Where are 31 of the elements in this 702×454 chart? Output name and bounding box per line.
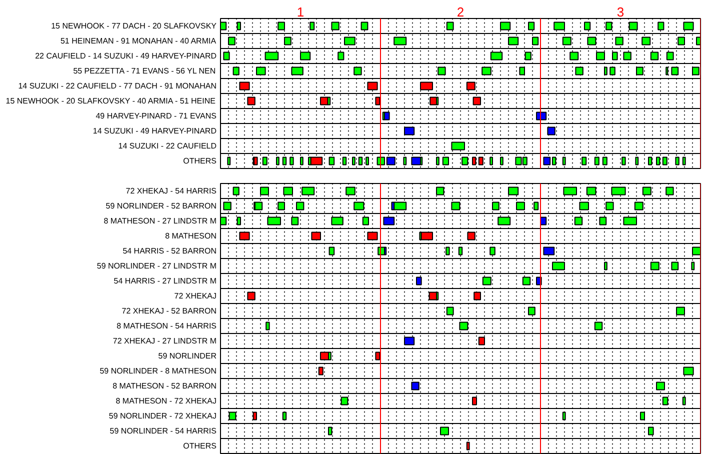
- y-tick-label: 14 SUZUKI - 49 HARVEY-PINARD: [92, 126, 217, 136]
- y-tick-label: 59 NORLINDER - 72 XHEKAJ: [108, 412, 217, 420]
- x-tick-label: 2: [456, 4, 464, 20]
- y-tick-label: 14 SUZUKI - 22 CAUFIELD - 77 DACH - 91 MONAHAN: [18, 82, 217, 90]
- y-tick-label: 14 SUZUKI - 22 CAUFIELD: [118, 142, 217, 150]
- y-tick-label: 72 XHEKAJ: [174, 292, 217, 300]
- y-tick-label: 59 NORLINDER - 8 MATHESON: [100, 366, 217, 376]
- y-tick-label: 15 NEWHOOK - 77 DACH - 20 SLAFKOVSKY: [51, 22, 218, 30]
- y-tick-label: 51 HEINEMAN - 91 MONAHAN - 40 ARMIA: [60, 36, 217, 46]
- x-tick-label: 1: [296, 4, 304, 20]
- y-tick-label: 59 NORLINDER - 27 LINDSTR M: [96, 262, 217, 270]
- y-tick-label: 49 HARVEY-PINARD - 71 EVANS: [96, 112, 217, 120]
- y-tick-label: 59 NORLINDER: [158, 352, 217, 360]
- y-tick-label: 8 MATHESON - 54 HARRIS: [116, 322, 217, 330]
- y-tick-label: 54 HARRIS - 52 BARRON: [122, 246, 217, 256]
- y-tick-label: 59 NORLINDER - 54 HARRIS: [110, 426, 217, 436]
- y-tick-label: 55 PEZZETTA - 71 EVANS - 56 YL NEN: [73, 66, 216, 76]
- y-tick-label: 22 CAUFIELD - 14 SUZUKI - 49 HARVEY-PINARD: [35, 52, 217, 60]
- y-tick-label: 72 XHEKAJ - 52 BARRON: [122, 306, 217, 316]
- y-tick-label: 54 HARRIS - 27 LINDSTR M: [114, 276, 217, 286]
- y-tick-label: 15 NEWHOOK - 20 SLAFKOVSKY - 40 ARMIA - 51 HEINE: [6, 96, 216, 106]
- y-tick-label: 72 XHEKAJ - 54 HARRIS: [126, 186, 217, 196]
- y-tick-label: 8 MATHESON - 27 LINDSTR M: [104, 216, 217, 226]
- y-tick-label: 8 MATHESON: [165, 232, 217, 240]
- y-tick-label: 59 NORLINDER - 52 BARRON: [106, 202, 217, 210]
- y-tick-label: OTHERS: [183, 442, 217, 450]
- y-tick-label: OTHERS: [183, 156, 217, 166]
- y-tick-label: 8 MATHESON - 52 BARRON: [112, 382, 217, 390]
- y-tick-label: 8 MATHESON - 72 XHEKAJ: [116, 396, 216, 406]
- x-tick-label: 3: [616, 4, 624, 20]
- y-tick-label: 72 XHEKAJ - 27 LINDSTR M: [112, 336, 217, 346]
